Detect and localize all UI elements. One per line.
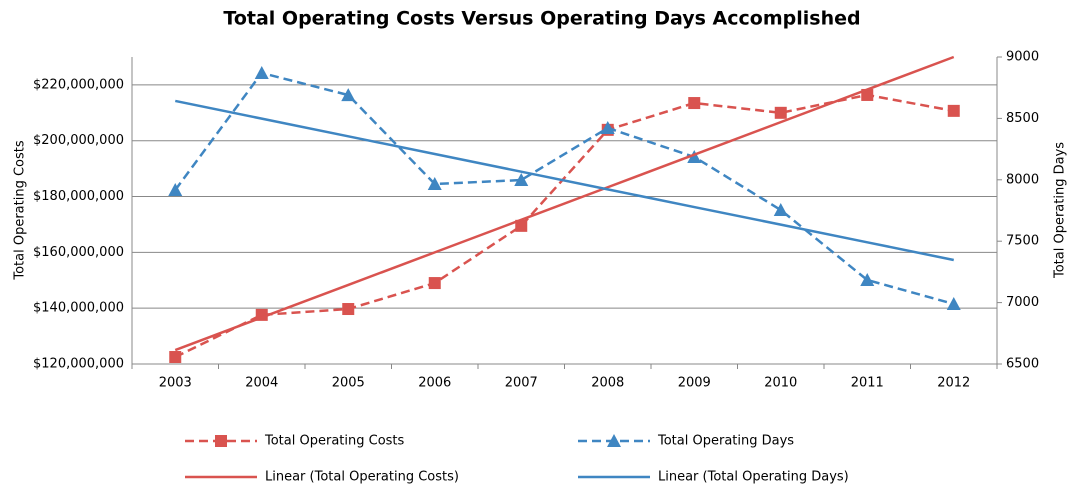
x-tick-label: 2003 — [159, 376, 192, 391]
series-line — [174, 55, 955, 352]
y2-tick-label: 8000 — [1006, 172, 1039, 187]
x-tick-label: 2009 — [678, 376, 711, 391]
y2-tick-label: 9000 — [1006, 50, 1039, 65]
data-point — [428, 277, 441, 290]
y2-tick-label: 7500 — [1006, 234, 1039, 249]
y-tick-label: $160,000,000 — [33, 245, 124, 260]
x-tick-label: 2011 — [851, 376, 884, 391]
data-point — [687, 149, 702, 163]
legend-marker — [215, 435, 227, 447]
y-tick-label: $220,000,000 — [33, 77, 124, 92]
data-point — [427, 176, 442, 190]
data-point — [600, 120, 615, 134]
y-axis-label: Total Operating Costs — [13, 140, 28, 281]
y2-tick-label: 8500 — [1006, 111, 1039, 126]
series-line — [174, 99, 955, 262]
chart-title: Total Operating Costs Versus Operating D… — [223, 8, 860, 30]
legend-label: Total Operating Days — [657, 434, 794, 449]
data-point — [860, 273, 875, 287]
data-point — [514, 173, 529, 187]
data-point — [947, 104, 960, 117]
data-point — [342, 303, 355, 316]
x-tick-label: 2004 — [245, 376, 278, 391]
x-tick-label: 2007 — [505, 376, 538, 391]
legend-marker — [607, 434, 621, 447]
legend-label: Total Operating Costs — [264, 434, 405, 449]
series-line — [174, 93, 954, 359]
y2-tick-label: 7000 — [1006, 295, 1039, 310]
data-point — [254, 65, 269, 79]
data-point — [168, 182, 183, 196]
data-point — [341, 88, 356, 102]
x-tick-label: 2010 — [764, 376, 797, 391]
data-point — [774, 106, 787, 119]
data-point — [946, 296, 961, 310]
legend-label: Linear (Total Operating Days) — [658, 470, 849, 485]
series-line — [174, 71, 955, 306]
data-point — [515, 219, 528, 232]
x-tick-label: 2012 — [937, 376, 970, 391]
x-tick-label: 2008 — [591, 376, 624, 391]
y-tick-label: $140,000,000 — [33, 301, 124, 316]
data-point — [688, 97, 701, 110]
y2-tick-label: 6500 — [1006, 357, 1039, 372]
y2-axis-label: Total Operating Days — [1053, 142, 1068, 279]
data-point — [773, 203, 788, 217]
legend-label: Linear (Total Operating Costs) — [265, 470, 459, 485]
data-point — [169, 351, 182, 364]
x-tick-label: 2006 — [418, 376, 451, 391]
x-tick-label: 2005 — [332, 376, 365, 391]
y-tick-label: $200,000,000 — [33, 133, 124, 148]
y-tick-label: $180,000,000 — [33, 189, 124, 204]
y-tick-label: $120,000,000 — [33, 357, 124, 372]
